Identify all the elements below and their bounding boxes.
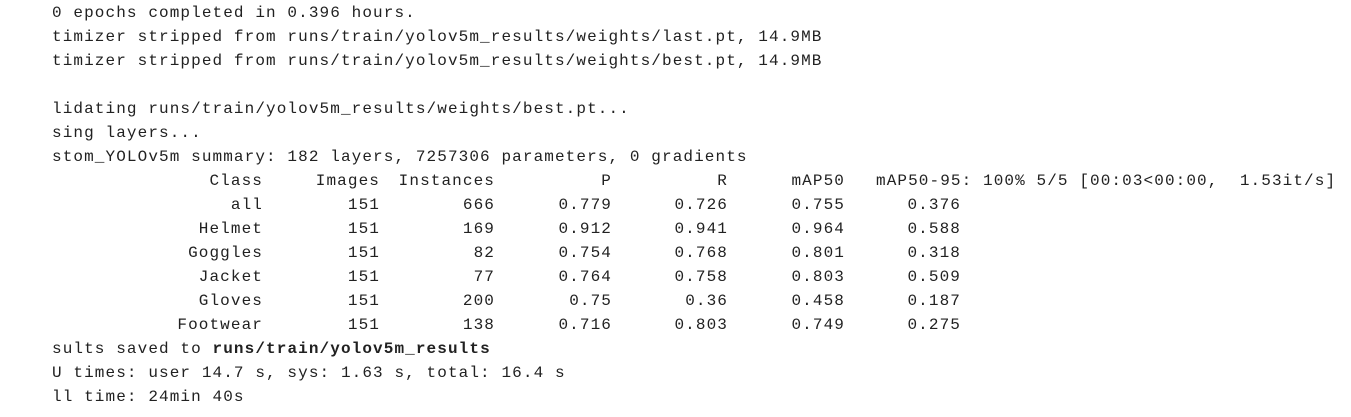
table-row-cell: 0.749 — [791, 316, 845, 334]
table-row-cell: 151 — [347, 220, 380, 238]
table-row-cell: 0.187 — [907, 292, 961, 310]
table-row-cell: 0.75 — [569, 292, 612, 310]
log-line: U times: user 14.7 s, sys: 1.63 s, total… — [52, 364, 566, 382]
table-row-cell: 0.912 — [558, 220, 612, 238]
table-row-cell: 0.755 — [791, 196, 845, 214]
results-line: sults saved to runs/train/yolov5m_result… — [52, 337, 491, 361]
table-row-cell: Footwear — [177, 316, 263, 334]
table-row-cell: 0.779 — [558, 196, 612, 214]
log-line: stom_YOLOv5m summary: 182 layers, 725730… — [52, 148, 748, 166]
table-row-cell: Gloves — [198, 292, 263, 310]
table-row-cell: 0.768 — [674, 244, 728, 262]
log-line: lidating runs/train/yolov5m_results/weig… — [52, 100, 630, 118]
results-path: runs/train/yolov5m_results — [212, 340, 491, 358]
table-header-cell: mAP50 — [791, 172, 845, 190]
table-row-cell: 0.275 — [907, 316, 961, 334]
log-line: ll time: 24min 40s — [52, 388, 245, 406]
table-header-cell: Class — [209, 172, 263, 190]
table-row-cell: Jacket — [198, 268, 263, 286]
table-row-cell: 151 — [347, 244, 380, 262]
table-row-cell: 77 — [473, 268, 495, 286]
table-header-cell: R — [717, 172, 728, 190]
log-line: timizer stripped from runs/train/yolov5m… — [52, 52, 823, 70]
table-row-cell: Helmet — [198, 220, 263, 238]
table-row-cell: 169 — [462, 220, 495, 238]
table-row-cell: 151 — [347, 316, 380, 334]
log-line: timizer stripped from runs/train/yolov5m… — [52, 28, 823, 46]
table-row-cell: 0.941 — [674, 220, 728, 238]
table-row-cell: 151 — [347, 196, 380, 214]
table-row-cell: all — [230, 196, 263, 214]
table-row-cell: 0.758 — [674, 268, 728, 286]
table-row-cell: 0.588 — [907, 220, 961, 238]
log-line: sing layers... — [52, 124, 202, 142]
table-row-cell: 0.754 — [558, 244, 612, 262]
table-row-cell: 151 — [347, 268, 380, 286]
log-line: 0 epochs completed in 0.396 hours. — [52, 4, 416, 22]
table-row-cell: 0.318 — [907, 244, 961, 262]
table-row-cell: 0.801 — [791, 244, 845, 262]
table-row-cell: 0.803 — [791, 268, 845, 286]
table-header-cell: Images — [315, 172, 380, 190]
table-row-cell: 82 — [473, 244, 495, 262]
table-header-cell: P — [601, 172, 612, 190]
results-text: sults saved to — [52, 340, 202, 358]
table-row-cell: 0.964 — [791, 220, 845, 238]
table-header-cell: mAP50-95: 100% 5/5 [00:03<00:00, 1.53it/… — [876, 172, 1337, 190]
table-row-cell: 0.764 — [558, 268, 612, 286]
table-row-cell: 0.726 — [674, 196, 728, 214]
table-row-cell: 200 — [462, 292, 495, 310]
table-row-cell: 0.803 — [674, 316, 728, 334]
table-row-cell: 666 — [462, 196, 495, 214]
table-row-cell: 0.376 — [907, 196, 961, 214]
table-row-cell: 151 — [347, 292, 380, 310]
table-row-cell: 0.36 — [685, 292, 728, 310]
table-row-cell: 0.509 — [907, 268, 961, 286]
table-header-cell: Instances — [398, 172, 495, 190]
table-row-cell: 0.458 — [791, 292, 845, 310]
table-row-cell: Goggles — [188, 244, 263, 262]
table-row-cell: 0.716 — [558, 316, 612, 334]
table-row-cell: 138 — [462, 316, 495, 334]
